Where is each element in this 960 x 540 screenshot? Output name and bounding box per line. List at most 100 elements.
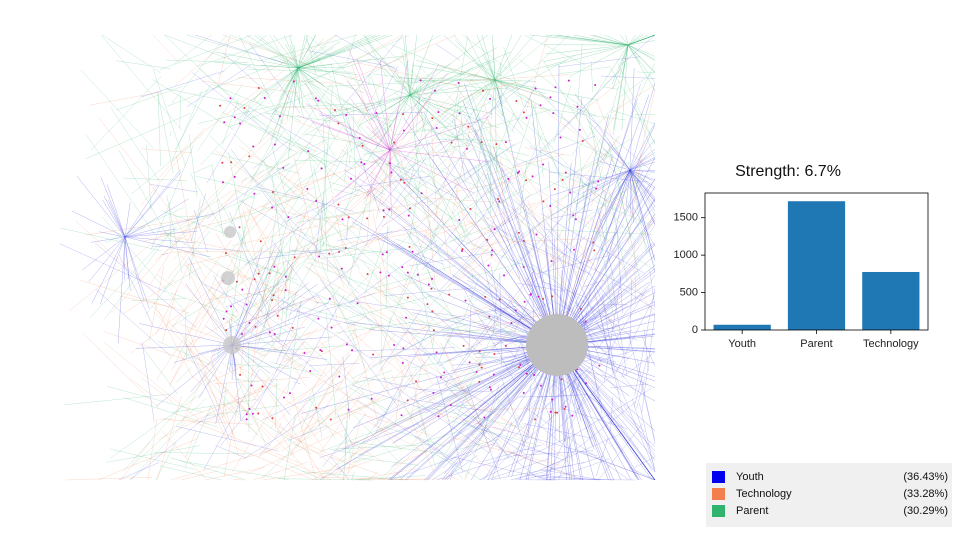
edge [417,389,494,392]
edge [306,191,408,282]
edge [610,383,648,388]
edge [409,175,422,241]
edge [270,223,360,261]
edge [556,186,656,346]
edge [385,427,446,447]
edge [141,346,178,395]
edge [281,255,299,293]
edge [346,327,357,339]
edge [191,193,207,241]
edge [304,107,352,136]
legend-share: (36.43%) [903,471,948,483]
edge [627,44,656,73]
edge [340,149,432,219]
edge [231,302,329,346]
edge [364,149,391,200]
edge [253,215,275,247]
edge [233,479,243,481]
edge [344,128,432,203]
edge [281,125,344,226]
node [516,171,519,174]
edge [336,414,419,451]
node [283,396,286,399]
edge [294,58,372,85]
edge [306,266,407,351]
edge [466,34,502,102]
edge [539,146,618,211]
edge [557,284,628,355]
edge [162,289,177,342]
edge [226,134,276,232]
edge [246,34,299,69]
edge [117,236,126,344]
edge [291,295,345,391]
edge [386,225,388,308]
edge [469,158,558,346]
edge [188,134,198,197]
edge [89,225,177,319]
edge [320,333,397,426]
edge [440,342,493,453]
node [347,216,350,219]
edge [599,231,614,318]
node [306,187,309,190]
edge [234,379,260,383]
edge [556,156,613,346]
node [257,272,260,275]
edge [204,283,248,306]
edge [548,283,634,390]
edge [342,140,429,235]
chart-title: Strength: 6.7% [735,163,841,180]
edge [271,239,319,305]
edge [376,281,433,385]
edge [482,384,500,436]
edge [573,103,651,171]
edge [156,272,229,380]
edge [379,309,422,372]
edge [611,276,627,375]
edge [255,220,289,320]
edge [95,289,171,357]
edge [556,178,656,346]
edge [351,471,355,481]
edge [258,67,299,144]
edge [253,240,358,272]
edge [519,233,541,290]
edge [494,34,522,81]
edge [348,321,558,346]
edge [322,118,327,214]
edge [141,148,192,153]
edge [421,128,529,157]
edge [639,403,656,472]
node [402,347,405,350]
edge [272,105,281,114]
edge [167,65,274,107]
node [480,366,483,369]
edge [320,341,364,390]
edge [254,333,298,410]
edge [413,151,453,155]
edge [223,314,305,368]
edge [393,344,558,443]
edge [442,249,538,318]
edge [150,184,199,193]
edge [285,56,305,118]
edge [351,300,461,317]
node [250,384,253,387]
edge [492,400,541,441]
node [432,392,435,395]
edge [281,181,382,271]
edge [247,68,354,73]
edge [124,236,150,309]
node [360,161,363,164]
node [522,240,525,243]
edge [231,344,291,416]
edge [192,72,292,152]
edge [228,243,324,328]
edge [429,311,461,325]
edge [415,261,436,359]
edge [145,230,210,316]
node [238,226,241,229]
edge [465,372,540,437]
edge [643,329,649,372]
